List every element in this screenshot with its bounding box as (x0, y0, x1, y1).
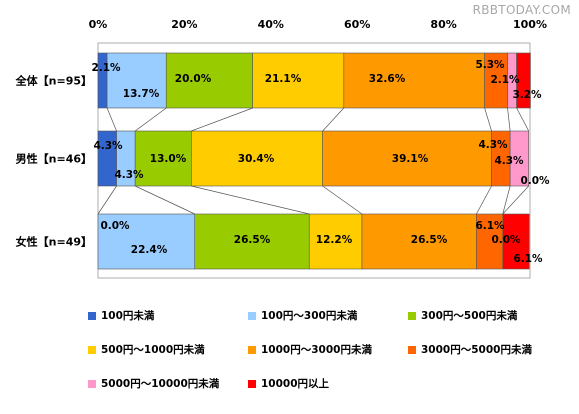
series-line (191, 185, 310, 215)
bar-segment (361, 213, 477, 270)
data-label: 21.1% (265, 73, 302, 85)
legend-label: 10000円以上 (261, 378, 330, 390)
legend-item: 5000円～10000円未満 (88, 376, 219, 391)
bar-segment (191, 130, 323, 187)
series-line (134, 107, 167, 132)
data-label: 26.5% (411, 234, 448, 246)
category-label: 全体【n=95】 (15, 74, 92, 88)
x-tick-label: 60% (344, 18, 370, 31)
legend-label: 3000円～5000円未満 (421, 344, 532, 356)
legend-label: 1000円～3000円未満 (261, 344, 372, 356)
legend-item: 10000円以上 (248, 376, 329, 391)
category-label: 女性【n=49】 (16, 235, 92, 249)
data-label: 4.3% (494, 155, 524, 167)
legend-item: 3000円～5000円未満 (408, 342, 532, 357)
series-line (507, 107, 511, 132)
series-line (502, 185, 529, 215)
x-tick-label: 40% (258, 18, 284, 31)
data-label: 4.3% (478, 139, 508, 151)
data-label: 32.6% (369, 73, 406, 85)
category-label: 男性【n=46】 (16, 152, 92, 166)
data-label: 20.0% (175, 73, 212, 85)
series-line (484, 107, 492, 132)
data-label: 2.1% (91, 62, 121, 74)
x-tick-label: 80% (430, 18, 456, 31)
legend-swatch (248, 345, 256, 354)
legend-item: 100円～300円未満 (248, 308, 357, 323)
series-line (135, 185, 195, 215)
legend-label: 500円～1000円未満 (101, 344, 205, 356)
legend-swatch (248, 311, 256, 320)
legend-label: 100円未満 (101, 310, 155, 322)
data-label: 12.2% (316, 234, 353, 246)
bar-segment (322, 130, 492, 187)
bar-segment (134, 130, 192, 187)
legend-item: 500円～1000円未満 (88, 342, 205, 357)
x-tick-label: 20% (171, 18, 197, 31)
series-line (502, 185, 511, 215)
watermark: RBBTODAY.COM (472, 3, 571, 17)
bar-segment (516, 52, 531, 109)
series-line (322, 107, 345, 132)
data-label: 2.1% (490, 74, 520, 86)
legend-item: 100円未満 (88, 308, 154, 323)
series-line (191, 107, 253, 132)
bar-segment (106, 52, 167, 109)
bar-segment (308, 213, 363, 270)
bar-segment (509, 130, 530, 187)
data-label: 6.1% (513, 253, 543, 265)
bar-segment (502, 213, 530, 270)
data-label: 13.7% (123, 88, 160, 100)
legend-swatch (88, 379, 96, 388)
data-label: 5.3% (475, 59, 505, 71)
data-label: 13.0% (150, 153, 187, 165)
data-label: 4.3% (114, 169, 144, 181)
series-line (476, 185, 492, 215)
legend-swatch (408, 345, 416, 354)
bar-segment (252, 52, 345, 109)
x-tick-label: 0% (89, 18, 108, 31)
legend-label: 100円～300円未満 (261, 310, 358, 322)
data-label: 0.0% (491, 234, 521, 246)
data-label: 0.0% (520, 175, 550, 187)
series-line (106, 107, 117, 132)
legend-label: 300円～500円未満 (421, 310, 518, 322)
legend-swatch (408, 311, 416, 320)
bar-segment (165, 52, 253, 109)
series-line (322, 185, 363, 215)
bar-segment (343, 52, 485, 109)
legend-item: 1000円～3000円未満 (248, 342, 372, 357)
bar-segment (97, 213, 196, 270)
series-line (516, 107, 530, 132)
legend-swatch (88, 345, 96, 354)
series-line (97, 185, 117, 215)
data-label: 22.4% (131, 244, 168, 256)
legend-swatch (88, 311, 96, 320)
data-label: 39.1% (392, 153, 429, 165)
data-label: 3.2% (512, 89, 542, 101)
legend-item: 300円～500円未満 (408, 308, 517, 323)
data-label: 26.5% (234, 234, 271, 246)
data-label: 30.4% (238, 153, 275, 165)
x-tick-label: 100% (513, 18, 547, 31)
data-label: 0.0% (100, 220, 130, 232)
bar-segment (194, 213, 310, 270)
data-label: 6.1% (475, 220, 505, 232)
data-label: 4.3% (93, 140, 123, 152)
legend-label: 5000円～10000円未満 (101, 378, 220, 390)
legend-swatch (248, 379, 256, 388)
